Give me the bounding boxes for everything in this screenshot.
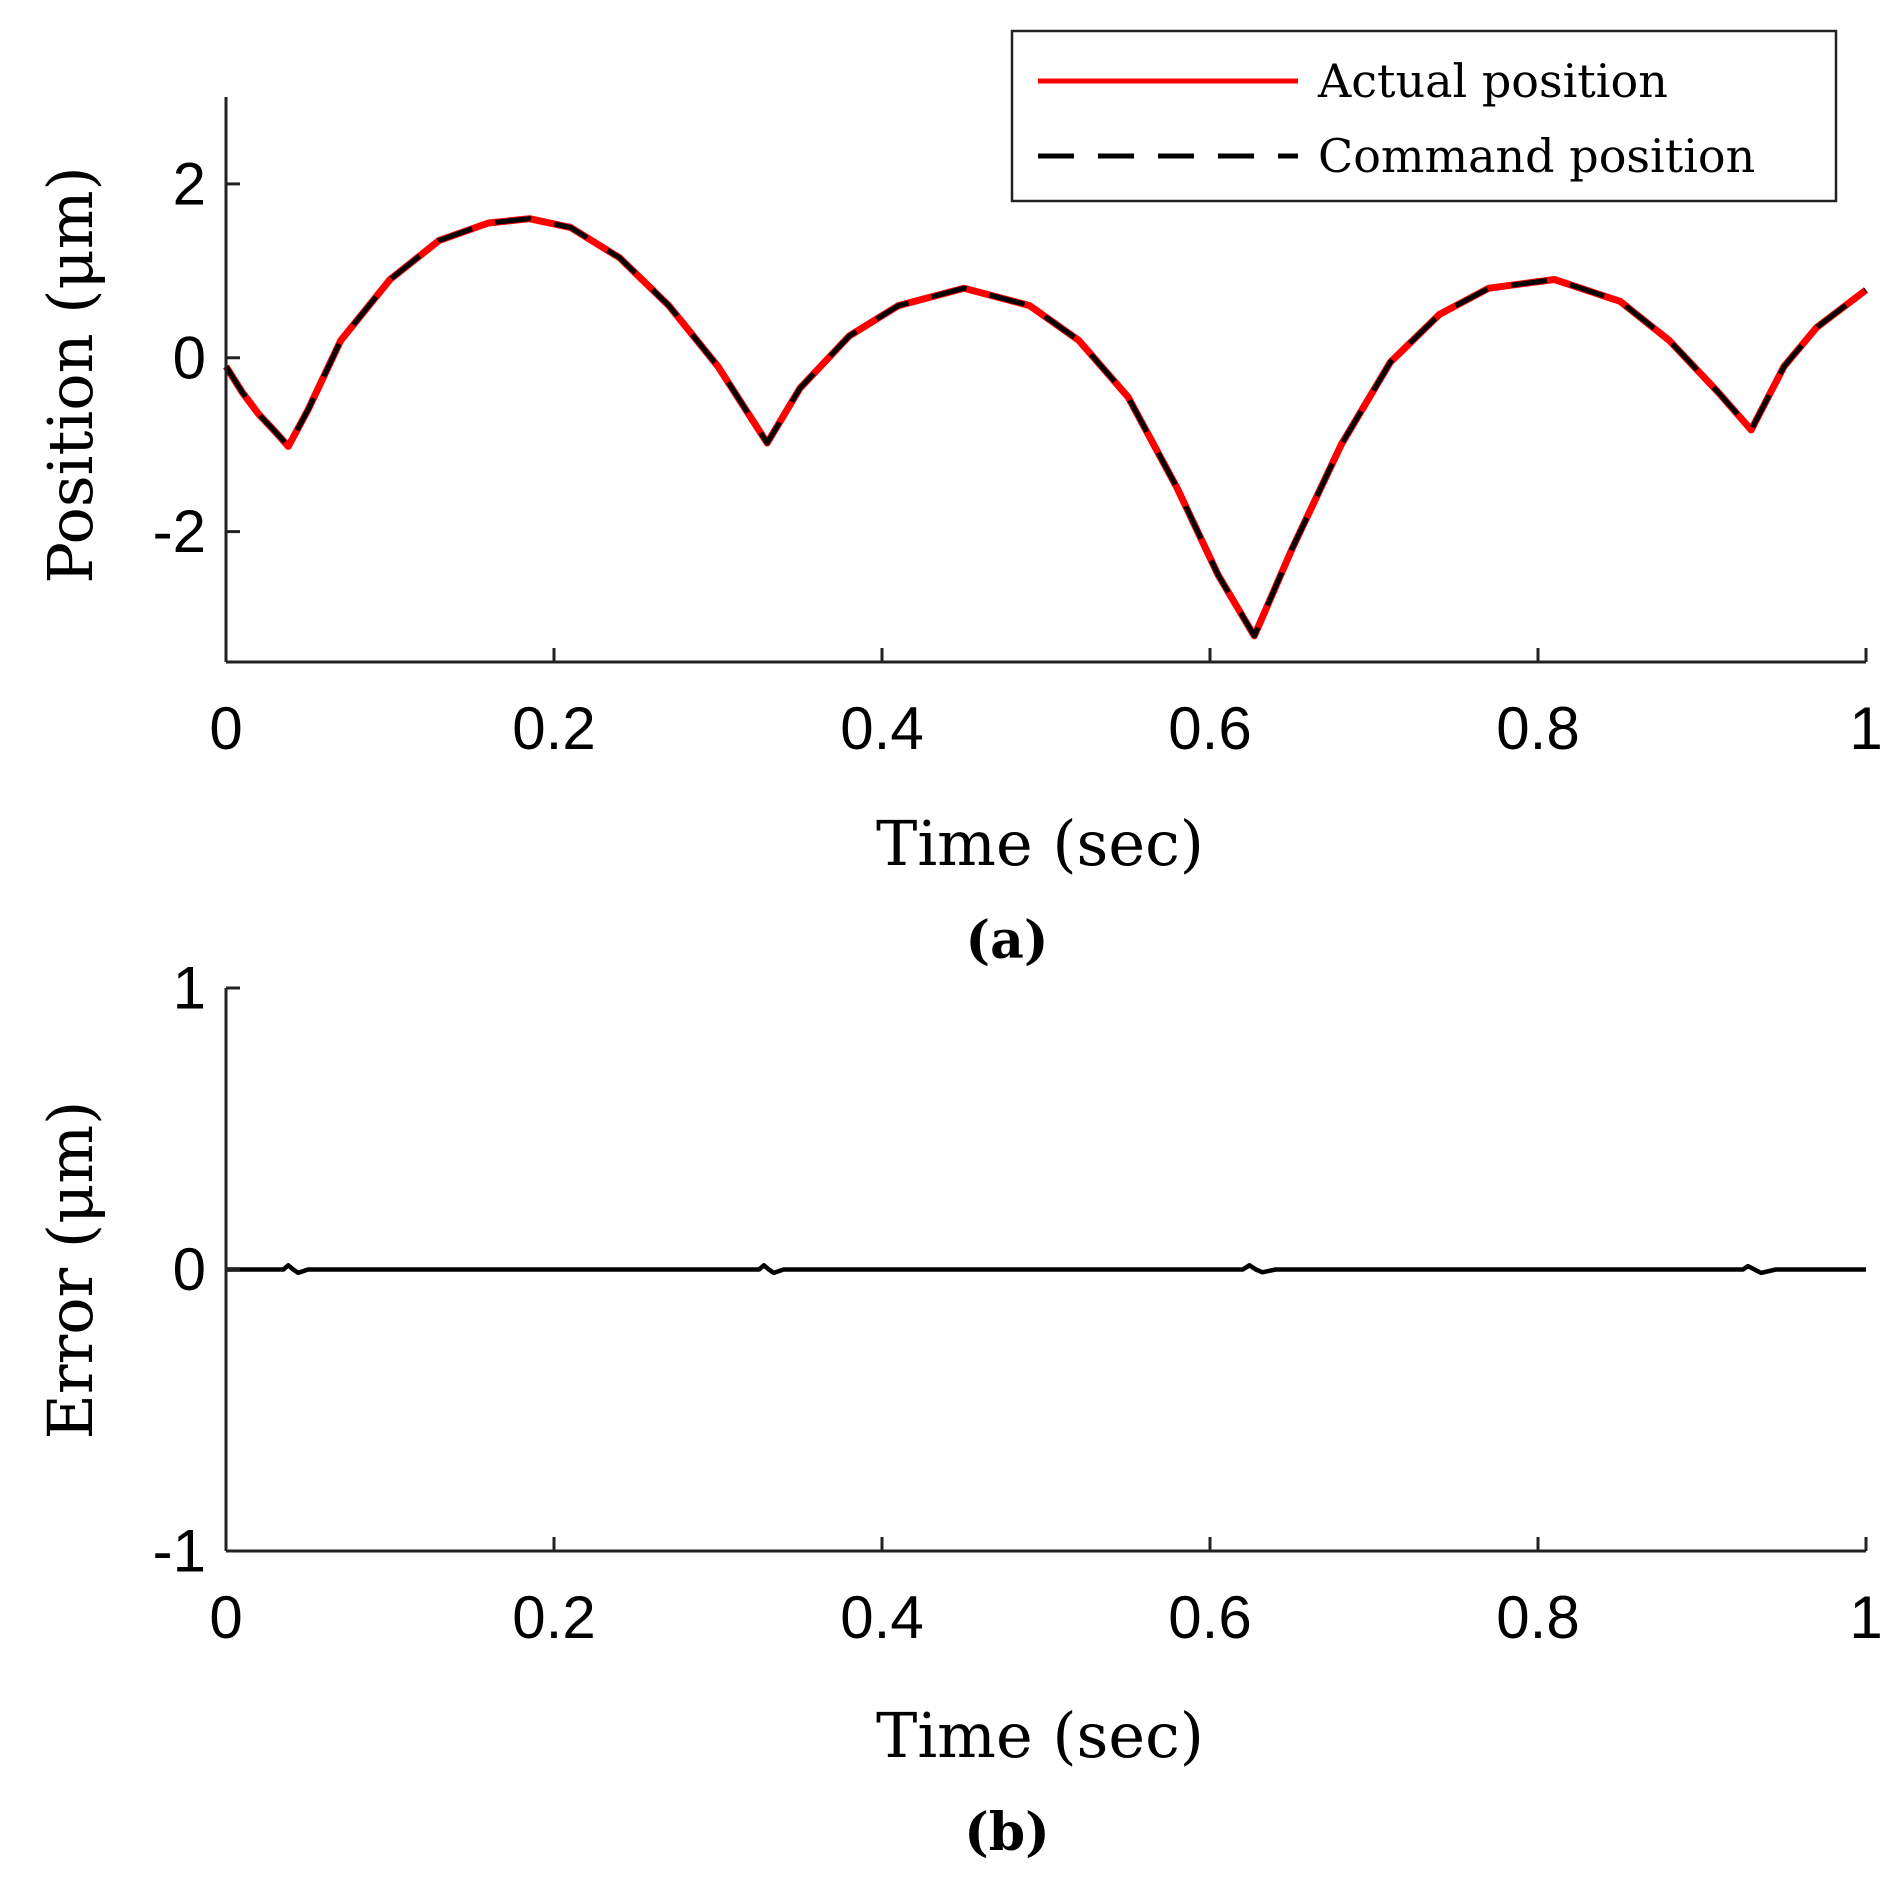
x-tick-label: 0 <box>209 695 242 762</box>
series-line-actual-position <box>223 215 1869 640</box>
y-tick-label: 2 <box>173 150 206 217</box>
y-tick-label: 0 <box>173 324 206 391</box>
x-tick-label: 1 <box>1849 695 1882 762</box>
legend-label-actual-position: Actual position <box>1317 54 1668 108</box>
x-tick-label: 0.8 <box>1496 695 1579 762</box>
x-tick-label: 0.4 <box>840 1584 923 1651</box>
legend-box <box>1010 29 1838 203</box>
x-tick-label: 0.8 <box>1496 1584 1579 1651</box>
y-axis-title-a: Position (μm) <box>34 166 107 583</box>
x-tick-label: 0.4 <box>840 695 923 762</box>
panel-b-error-chart: 0 0.2 0.4 0.6 0.8 1-101 Time (sec) Error (μm)… <box>34 955 1883 1864</box>
x-tick-label: 0.6 <box>1168 695 1251 762</box>
y-tick-label: -1 <box>153 1518 206 1585</box>
y-tick-label: -2 <box>153 498 206 565</box>
x-axis-title-a: Time (sec) <box>876 807 1204 880</box>
legend: Actual position Command position <box>1010 29 1838 203</box>
axes-b: 0 0.2 0.4 0.6 0.8 1-101 <box>153 955 1883 1652</box>
series-line-command-position <box>223 216 1868 639</box>
x-tick-label: 0 <box>209 1584 242 1651</box>
plot-area-b <box>226 1263 1866 1276</box>
series-line-error <box>226 1263 1866 1276</box>
panel-a-position-chart: 0 0.2 0.4 0.6 0.8 1 -2 0 2 Actual position Comma… <box>34 29 1883 971</box>
y-axis-title-b: Error (μm) <box>34 1101 107 1440</box>
legend-label-command-position: Command position <box>1318 129 1755 183</box>
panel-label-b: (b) <box>964 1802 1050 1863</box>
panel-label-a: (a) <box>966 910 1049 971</box>
x-tick-label: 0.2 <box>512 1584 595 1651</box>
plot-area-a <box>223 215 1869 640</box>
x-tick-label: 1 <box>1849 1584 1882 1651</box>
y-tick-label: 0 <box>173 1236 206 1303</box>
x-tick-label: 0.2 <box>512 695 595 762</box>
x-axis-title-b: Time (sec) <box>876 1699 1204 1772</box>
y-tick-label: 1 <box>173 955 206 1022</box>
axes-a: 0 0.2 0.4 0.6 0.8 1 -2 0 2 <box>153 97 1883 762</box>
x-tick-label: 0.6 <box>1168 1584 1251 1651</box>
